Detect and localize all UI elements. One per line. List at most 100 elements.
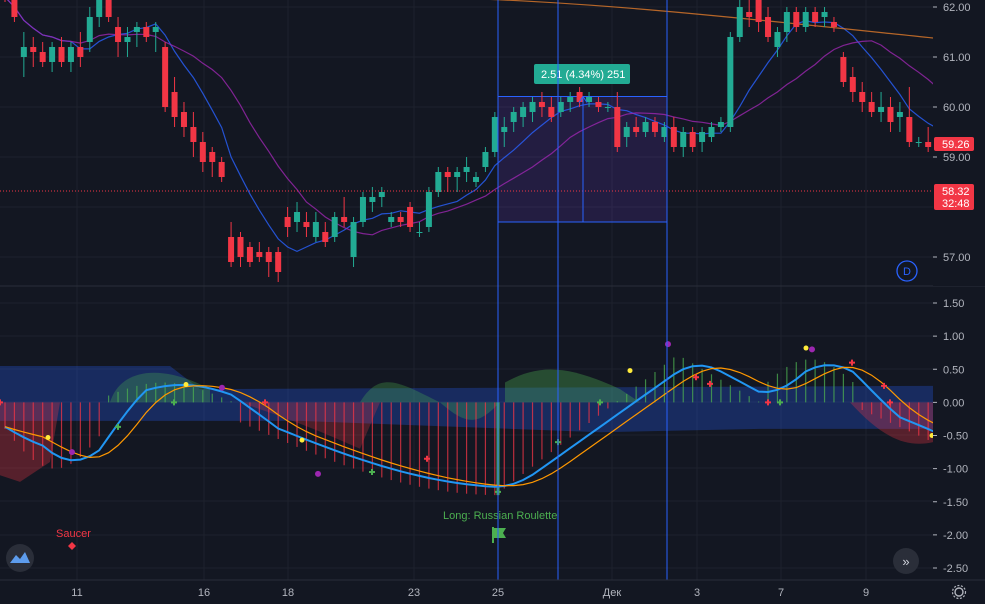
osc-tick-label: -0.50 [943,431,968,443]
candle [435,172,442,192]
candle [557,102,564,112]
candle [501,127,508,132]
flag-icon [492,527,506,543]
oscillator-cross-marker [707,380,713,387]
candle [180,112,187,127]
candle [190,127,197,142]
candle [915,142,922,143]
candle [58,47,65,62]
candle [416,232,423,233]
candle [444,172,451,177]
ma-slow-line [490,0,934,39]
gear-icon[interactable] [951,584,967,600]
oscillator-dot-marker [219,384,225,391]
saucer-diamond-icon [68,542,76,550]
oscillator-cross-marker [424,455,430,462]
candle [265,252,272,262]
time-tick-label: Дек [603,587,622,599]
price-tag [934,184,974,210]
candle [407,207,414,227]
long-signal-annotation: Long: Russian Roulette [443,510,557,543]
candle [397,217,404,222]
candle [378,192,385,197]
oscillator-dot-marker [315,470,321,477]
time-tick-label: 18 [282,587,294,599]
candle [454,172,461,177]
interval-badge[interactable]: D [896,260,918,282]
osc-cloud-green [360,382,500,420]
price-axis[interactable]: 62.00 61.00 60.00 59.00 57.00 59.26 58.3232:4… [933,0,985,286]
double-chevron-right-icon: » [902,554,909,569]
candle [699,132,706,142]
time-tick-label: 16 [198,587,210,599]
oscillator-pane[interactable]: Saucer Long: Russian Roulette [0,341,939,550]
candle [39,52,46,62]
candle [840,57,847,82]
ma-mid-line [6,0,938,236]
candle [199,142,206,162]
osc-tick-label: 0.50 [943,364,964,376]
candle [859,92,866,102]
candle [821,12,828,17]
candle [237,237,244,257]
osc-tick-label: -2.50 [943,563,968,575]
time-tick-label: 3 [694,587,700,599]
candle [774,32,781,47]
time-tick-label: 25 [492,587,504,599]
candle [425,192,432,227]
oscillator-cross-marker [597,399,603,406]
price-tag-label: 58.32 [942,186,970,198]
candle [209,152,216,162]
oscillator-dot-marker [45,434,51,440]
candle [746,12,753,17]
candle [783,12,790,32]
price-tick-label: 62.00 [943,2,971,14]
candle [49,47,56,62]
osc-tick-label: -1.00 [943,464,968,476]
candle [491,117,498,152]
long-signal-label: Long: Russian Roulette [443,510,557,522]
oscillator-histogram [4,357,939,496]
candle [388,217,395,222]
price-pane[interactable]: 2.51 (4.34%) 251 D [0,0,941,282]
time-axis[interactable]: 11 16 18 23 25 Дек 3 7 9 [0,579,985,604]
oscillator-cross-marker [0,399,3,406]
candle [604,107,611,108]
tradingview-logo-icon[interactable] [6,544,34,572]
candles [4,0,941,282]
oscillator-axis[interactable]: 1.50 1.00 0.50 0.00 -0.50 -1.00 -1.50 -2.00 -2.5… [933,287,985,580]
candle [463,167,470,172]
candle [143,27,150,37]
candle [830,22,837,27]
candle [529,102,536,112]
candle [896,112,903,117]
candle [520,107,527,117]
time-tick-label: 9 [863,587,869,599]
candle [312,222,319,237]
candle [670,127,677,147]
candle [849,77,856,92]
candle [510,112,517,122]
oscillator-lines [4,364,938,488]
candle [802,12,809,27]
osc-channel [0,365,933,433]
candle [77,47,84,57]
candle [162,47,169,107]
oscillator-main-line [4,364,938,488]
candle [736,7,743,37]
candle [717,122,724,127]
price-tag [934,137,974,151]
candle [350,222,357,257]
oscillator-cross-marker [171,399,177,406]
candle [115,27,122,42]
moving-averages [6,0,938,253]
candle [765,17,772,37]
candle [322,232,329,242]
candle [228,237,235,262]
scroll-to-realtime-button[interactable]: » [893,548,919,574]
candle [755,0,762,22]
oscillator-cross-marker [777,399,783,406]
candle [30,47,37,52]
candle [20,47,27,57]
